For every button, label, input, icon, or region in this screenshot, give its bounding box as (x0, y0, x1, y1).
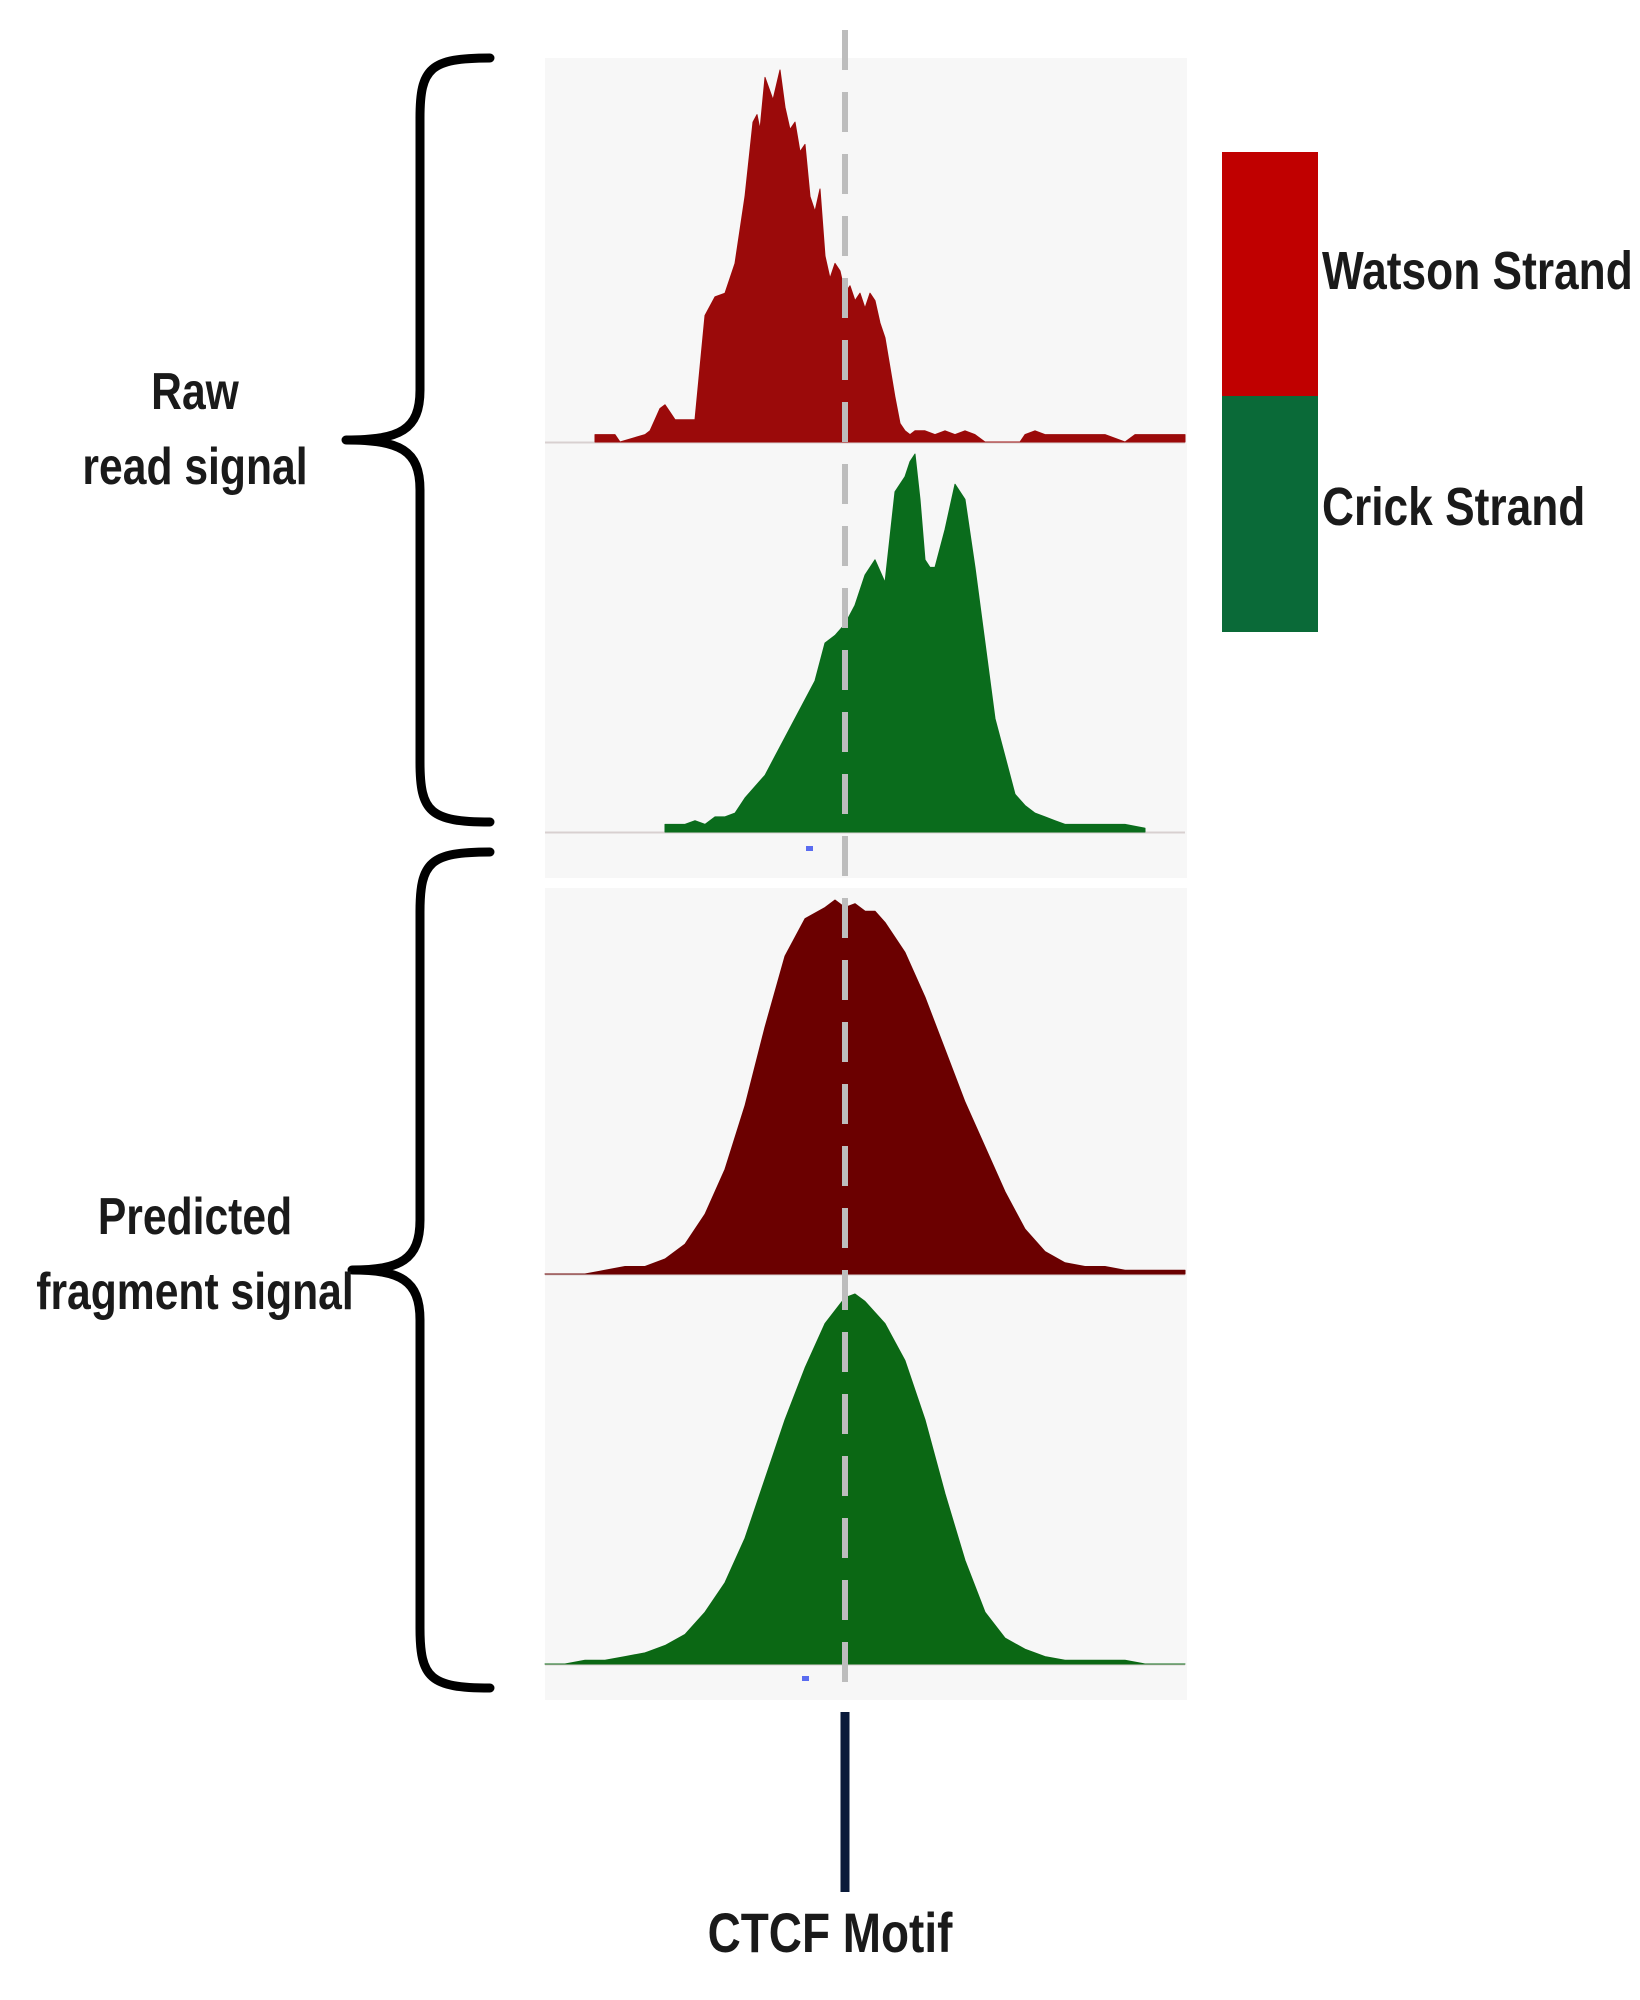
track-3-area (544, 1293, 1186, 1665)
group-label-predicted: Predicted fragment signal (31, 1180, 359, 1331)
legend-swatch-crick (1222, 396, 1318, 632)
group-label-raw-line1: Raw (151, 363, 239, 421)
track-3-marker (802, 1676, 809, 1681)
group-label-predicted-line1: Predicted (97, 1188, 293, 1246)
track-1-marker (806, 846, 813, 851)
legend-label-watson: Watson Strand (1322, 241, 1633, 301)
group-label-raw-line2: read signal (82, 438, 308, 497)
group-label-raw: Raw read signal (31, 355, 359, 506)
track-1-area (664, 453, 1146, 833)
track-2-area (544, 899, 1186, 1275)
group-label-predicted-line2: fragment signal (36, 1263, 354, 1322)
group-braces (341, 53, 495, 1693)
chart-marks (544, 69, 1186, 1681)
brace-predicted (347, 847, 495, 1693)
ctcf-motif-label: CTCF Motif (707, 1901, 953, 1964)
legend-label-crick: Crick Strand (1322, 477, 1586, 537)
brace-raw (341, 53, 495, 827)
legend-swatch-watson (1222, 152, 1318, 396)
